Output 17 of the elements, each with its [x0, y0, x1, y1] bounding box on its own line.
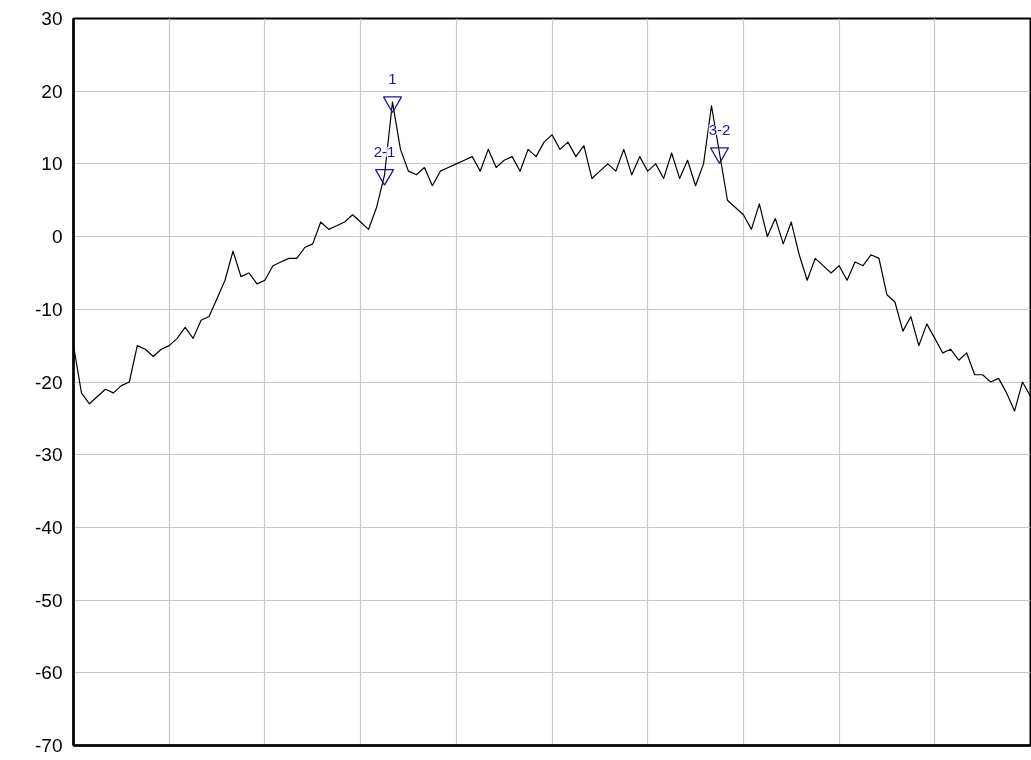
y-tick-label: -60 [35, 662, 63, 684]
annotation: 1 [388, 70, 397, 88]
point [382, 96, 403, 114]
point [374, 168, 395, 186]
y-tick-label: -30 [35, 444, 63, 466]
point [709, 147, 730, 165]
y-tick-label: 30 [41, 8, 63, 29]
y-tick-label: -50 [35, 589, 63, 611]
y-tick-label: -40 [35, 516, 63, 538]
y-tick-label: 10 [41, 153, 63, 175]
annotation: 3-2 [708, 120, 731, 138]
y-tick-label: -20 [35, 371, 63, 393]
y-tick-label: -70 [35, 735, 63, 756]
annotation: 2-1 [373, 142, 396, 160]
y-tick-label: 0 [51, 226, 63, 248]
y-tick-label: 20 [41, 80, 63, 102]
y-tick-label: -10 [35, 298, 63, 320]
